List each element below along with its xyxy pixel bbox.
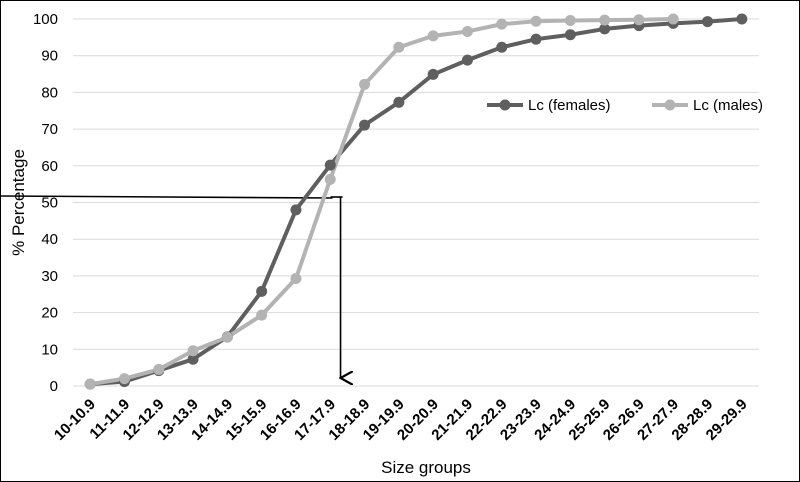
y-tick-label: 50	[41, 195, 58, 212]
data-point-males	[393, 41, 405, 53]
data-point-males	[153, 363, 165, 375]
y-tick-label: 10	[41, 341, 58, 358]
data-point-females	[530, 33, 542, 45]
y-tick-label: 30	[41, 268, 58, 285]
data-point-males	[599, 14, 611, 26]
y-axis-title: % Percentage	[9, 149, 28, 256]
data-point-males	[667, 13, 679, 25]
y-tick-label: 80	[41, 84, 58, 101]
data-point-females	[427, 68, 439, 80]
data-point-males	[461, 25, 473, 37]
legend-label: Lc (males)	[693, 97, 763, 114]
x-axis-title: Size groups	[381, 458, 471, 477]
data-point-males	[564, 14, 576, 26]
legend: Lc (females) Lc (males)	[487, 97, 763, 114]
y-tick-label: 100	[33, 11, 58, 28]
data-point-females	[359, 119, 371, 131]
x-axis-ticks: 10-10.911-11.912-12.913-13.914-14.915-15…	[51, 396, 751, 444]
data-point-females	[324, 159, 336, 171]
data-point-males	[496, 18, 508, 30]
data-point-males	[118, 373, 130, 385]
data-point-females	[187, 353, 199, 365]
data-point-females	[496, 41, 508, 53]
data-point-males	[324, 173, 336, 185]
data-point-males	[290, 272, 302, 284]
data-point-females	[564, 29, 576, 41]
y-axis-ticks: 0 10 20 30 40 50 60 70 80 90 100	[33, 11, 58, 395]
series-layer	[84, 13, 748, 390]
data-point-females	[290, 204, 302, 216]
data-point-females	[702, 16, 714, 28]
annotation	[1, 195, 343, 378]
data-point-females	[393, 96, 405, 108]
data-point-males	[84, 378, 96, 390]
reference-line-horizontal	[1, 195, 333, 199]
data-point-males	[633, 14, 645, 26]
data-point-males	[530, 15, 542, 27]
y-tick-label: 60	[41, 158, 58, 175]
legend-label: Lc (females)	[528, 97, 611, 114]
data-point-males	[256, 309, 268, 321]
data-point-males	[427, 30, 439, 42]
y-tick-label: 0	[50, 378, 58, 395]
y-tick-label: 40	[41, 231, 58, 248]
y-tick-label: 70	[41, 121, 58, 138]
gridlines	[73, 18, 759, 387]
data-point-females	[599, 23, 611, 35]
legend-marker	[664, 99, 676, 111]
data-point-females	[256, 285, 268, 297]
y-tick-label: 90	[41, 48, 58, 65]
data-point-males	[187, 345, 199, 357]
data-point-males	[359, 78, 371, 90]
data-point-females	[461, 54, 473, 66]
series-line-males	[89, 17, 674, 387]
series-line-females	[90, 17, 742, 387]
y-tick-label: 20	[41, 305, 58, 322]
data-point-males	[221, 331, 233, 343]
data-point-females	[736, 13, 748, 25]
legend-marker	[499, 99, 511, 111]
